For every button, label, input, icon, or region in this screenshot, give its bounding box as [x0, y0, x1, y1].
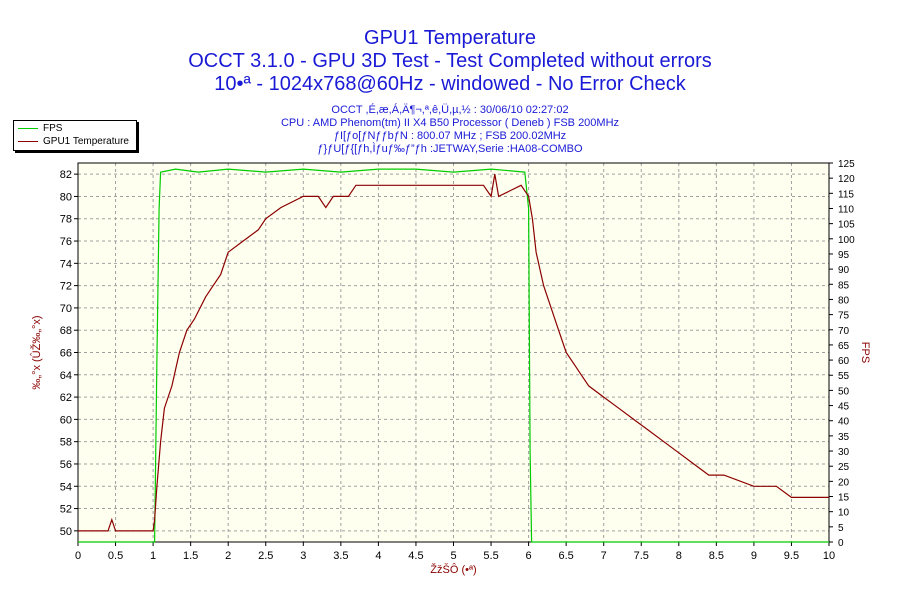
y-right-tick-label: 100	[838, 235, 855, 246]
y-right-tick-label: 20	[838, 477, 850, 488]
x-tick-label: 6	[526, 550, 532, 562]
y-right-tick-label: 80	[838, 295, 850, 306]
y-axis-label-left: ‰„°x (ÛŽ‰„°x)	[30, 315, 43, 389]
y-left-tick-label: 80	[60, 191, 72, 203]
x-tick-label: 0	[75, 550, 81, 562]
x-tick-label: 9	[751, 550, 757, 562]
y-right-tick-label: 105	[838, 220, 855, 231]
series-line-fps	[78, 168, 829, 543]
y-axis-label-right: FPS	[859, 342, 871, 363]
x-tick-label: 3	[300, 550, 306, 562]
y-left-tick-label: 62	[60, 392, 72, 404]
y-right-tick-label: 60	[838, 356, 850, 367]
y-right-tick-label: 55	[838, 371, 850, 382]
x-tick-label: 7	[601, 550, 607, 562]
y-left-tick-label: 82	[60, 169, 72, 181]
chart-legend: FPS GPU1 Temperature	[13, 120, 137, 151]
x-tick-label: 0.5	[108, 550, 123, 562]
x-tick-label: 8.5	[709, 550, 724, 562]
x-axis-label: ŽžŠÔ (•ª)	[430, 563, 476, 576]
y-right-tick-label: 90	[838, 265, 850, 276]
x-tick-label: 1	[150, 550, 156, 562]
x-tick-label: 3.5	[333, 550, 348, 562]
legend-swatch-fps	[18, 128, 38, 129]
y-right-tick-label: 95	[838, 250, 850, 261]
x-tick-label: 5	[450, 550, 456, 562]
y-right-tick-label: 125	[838, 159, 855, 170]
y-left-tick-label: 68	[60, 325, 72, 337]
legend-item-fps: FPS	[14, 122, 62, 135]
y-left-tick-label: 50	[60, 526, 72, 538]
x-tick-label: 6.5	[559, 550, 574, 562]
info-frequency: ƒI[ƒo[ƒNƒƒbƒN : 800.07 MHz ; FSB 200.02M…	[333, 130, 567, 142]
y-right-tick-label: 15	[838, 493, 850, 504]
y-left-tick-label: 74	[60, 258, 72, 270]
x-tick-label: 9.5	[784, 550, 799, 562]
y-right-tick-label: 5	[838, 523, 844, 534]
y-left-tick-label: 76	[60, 236, 72, 248]
y-left-tick-label: 72	[60, 281, 72, 293]
legend-label-fps: FPS	[43, 123, 63, 134]
chart-title: GPU1 Temperature	[364, 27, 536, 49]
x-tick-label: 4	[375, 550, 381, 562]
info-test-date: OCCT ,É,æ,Á,Ä¶¬,ª,ê,Ü,µ,½ : 30/06/10 02:…	[331, 104, 569, 116]
chart-subtitle: OCCT 3.1.0 - GPU 3D Test - Test Complete…	[188, 50, 712, 72]
y-left-tick-label: 56	[60, 459, 72, 471]
y-left-tick-label: 64	[60, 370, 72, 382]
y-right-tick-label: 65	[838, 341, 850, 352]
x-tick-label: 2	[225, 550, 231, 562]
x-tick-label: 2.5	[258, 550, 273, 562]
legend-label-temperature: GPU1 Temperature	[43, 136, 129, 147]
y-right-tick-label: 30	[838, 447, 850, 458]
x-tick-label: 5.5	[483, 550, 498, 562]
legend-swatch-temperature	[18, 141, 38, 142]
y-right-tick-label: 25	[838, 462, 850, 473]
info-motherboard: ƒ}ƒU[ƒ{[ƒh,Ìƒuƒ‰ƒ”ƒh :JETWAY,Serie :HA08…	[317, 143, 583, 155]
y-right-tick-label: 40	[838, 417, 850, 428]
x-tick-label: 4.5	[408, 550, 423, 562]
y-right-tick-label: 70	[838, 326, 850, 337]
y-right-tick-label: 75	[838, 311, 850, 322]
series-line-temperature	[78, 173, 829, 532]
legend-item-temperature: GPU1 Temperature	[14, 135, 129, 148]
y-left-tick-label: 78	[60, 214, 72, 226]
y-right-tick-label: 120	[838, 174, 855, 185]
y-right-tick-label: 0	[838, 538, 844, 549]
y-left-tick-label: 66	[60, 348, 72, 360]
x-tick-label: 1.5	[183, 550, 198, 562]
y-right-tick-label: 45	[838, 402, 850, 413]
y-right-tick-label: 85	[838, 280, 850, 291]
chart-subtitle-settings: 10•ª - 1024x768@60Hz - windowed - No Err…	[214, 73, 686, 95]
y-left-tick-label: 70	[60, 303, 72, 315]
y-left-tick-label: 58	[60, 437, 72, 449]
y-left-tick-label: 60	[60, 414, 72, 426]
info-cpu: CPU : AMD Phenom(tm) II X4 B50 Processor…	[280, 117, 620, 129]
y-right-tick-label: 10	[838, 508, 850, 519]
y-right-tick-label: 35	[838, 432, 850, 443]
x-tick-label: 7.5	[634, 550, 649, 562]
y-left-tick-label: 52	[60, 504, 72, 516]
x-tick-label: 8	[676, 550, 682, 562]
y-left-tick-label: 54	[60, 481, 72, 493]
y-right-tick-label: 50	[838, 386, 850, 397]
y-right-tick-label: 115	[838, 189, 854, 200]
x-tick-label: 10	[823, 550, 835, 562]
y-right-tick-label: 110	[838, 204, 854, 215]
plot-border	[77, 162, 830, 543]
